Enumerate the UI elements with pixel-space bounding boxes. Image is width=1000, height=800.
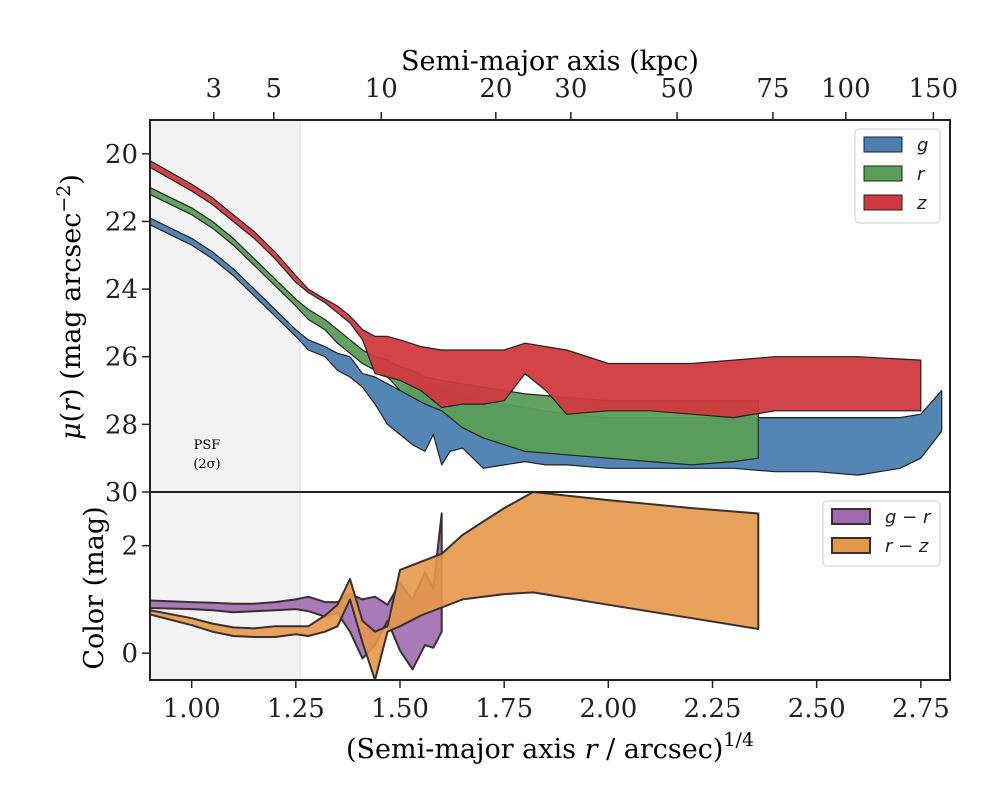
legend-label: g <box>917 135 928 156</box>
top-ylabel-rest: ) (mag arcsec <box>56 213 87 399</box>
top-x-tick-label: 30 <box>554 74 587 104</box>
top-x-tick-label: 100 <box>821 74 871 104</box>
top-ylabel-r: r <box>56 397 87 412</box>
x-tick-label: 2.75 <box>892 694 950 724</box>
y-tick-label: 24 <box>105 275 138 305</box>
bottom-panel: 0 2 g − r r − z 1.00 1.25 1.50 1.75 2.00 2.25 2.50… <box>121 491 951 724</box>
x-tick-label: 1.75 <box>475 694 533 724</box>
y-tick-label: 26 <box>105 343 138 373</box>
legend-label: g − r <box>885 507 932 528</box>
series-bands <box>150 492 760 680</box>
y-tick-label: 28 <box>105 410 138 440</box>
x-tick-label: 2.00 <box>579 694 637 724</box>
top-x-tick-label: 5 <box>265 74 282 104</box>
y-tick-label: 0 <box>121 639 138 669</box>
legend-label: z <box>916 193 927 214</box>
psf-annotation-line2: (2σ) <box>193 457 220 472</box>
top-ylabel-exp: −2 <box>53 185 75 213</box>
panel-frame <box>149 491 951 681</box>
x-tick-label: 2.50 <box>788 694 846 724</box>
legend-swatch <box>831 537 871 554</box>
psf-shaded-region <box>149 491 301 681</box>
y-tick-label: 2 <box>121 532 138 562</box>
xlabel-r: r <box>585 734 600 765</box>
band-r <box>150 187 759 466</box>
xlabel-exp: 1/4 <box>723 729 754 751</box>
top-ylabel-paren: ( <box>56 412 87 423</box>
top-x-tick-label: 3 <box>205 74 222 104</box>
bottom-panel-ylabel: Color (mag) <box>79 506 110 669</box>
x-tick-label: 2.25 <box>684 694 742 724</box>
psf-annotation-line1: PSF <box>194 438 221 453</box>
band-z <box>150 160 922 419</box>
top-x-tick-label: 75 <box>756 74 789 104</box>
top-ylabel-mu: μ <box>56 422 87 440</box>
x-tick-label: 1.25 <box>267 694 325 724</box>
band-rz <box>150 492 760 680</box>
top-x-tick-label: 20 <box>479 74 512 104</box>
xlabel-part2: / arcsec) <box>598 734 724 765</box>
x-tick-label: 1.00 <box>163 694 221 724</box>
top-panel: 20 22 24 26 28 30 grz 3 5 10 20 30 50 75 100 150 <box>105 74 958 508</box>
legend-swatch <box>863 194 903 211</box>
top-axis-label: Semi-major axis (kpc) <box>401 46 699 77</box>
legend-swatch <box>863 165 903 182</box>
top-x-tick-label: 50 <box>661 74 694 104</box>
legend-label: r − z <box>885 536 929 557</box>
y-tick-label: 30 <box>105 478 138 508</box>
top-x-tick-label: 150 <box>909 74 959 104</box>
y-tick-label: 20 <box>105 140 138 170</box>
top-x-tick-label: 10 <box>365 74 398 104</box>
legend-swatch <box>831 508 871 525</box>
x-axis-label: (Semi-major axis r / arcsec)1/4 <box>346 729 754 765</box>
x-tick-label: 1.50 <box>371 694 429 724</box>
top-panel-ylabel: μ(r) (mag arcsec−2) <box>53 174 87 440</box>
series-bands <box>150 160 943 476</box>
y-tick-label: 22 <box>105 207 138 237</box>
legend-label: r <box>917 164 926 185</box>
top-ylabel-close: ) <box>56 174 87 185</box>
legend-swatch <box>863 136 903 153</box>
xlabel-part1: (Semi-major axis <box>346 734 585 765</box>
